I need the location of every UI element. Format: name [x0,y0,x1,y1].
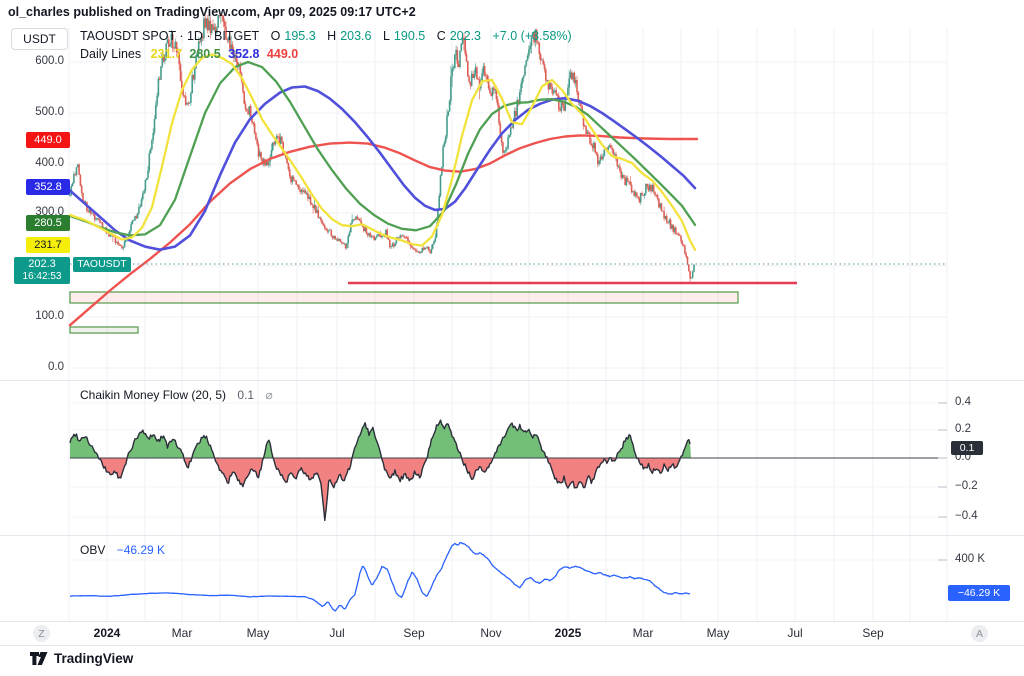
time-axis-label: Sep [403,626,425,640]
ma-red-449 [68,134,699,327]
obv-line [69,541,691,612]
price-gridlines [70,61,947,561]
daily-line-yellow-value: 231.7 [150,47,182,61]
cmf-pane-header: Chaikin Money Flow (20, 5) 0.1 ⌀ [80,388,273,402]
daily-line-green-value: 280.5 [189,47,221,61]
currency-button[interactable]: USDT [11,28,68,50]
ma-yellow-231 [68,53,697,251]
time-range-marker[interactable]: Z [33,625,50,642]
indicator-axis-label: 0.2 [955,423,971,435]
obv-current-value: −46.29 K [116,543,166,557]
time-axis-label: Mar [632,626,654,640]
price-tick-label: 0.0 [48,361,64,373]
time-axis-label: Sep [862,626,884,640]
time-axis-label: Mar [171,626,193,640]
ohlc-close: C 202.3 [436,29,481,43]
time-axis-label: May [706,626,730,640]
price-badge: 449.0 [26,132,70,148]
scale-hidden-icon: ⌀ [265,388,273,402]
tradingview-logo-icon [30,652,48,665]
symbol-price-tag: TAOUSDT [73,257,131,272]
time-axis-label: Nov [480,626,502,640]
indicator-axis-label: −0.2 [955,480,978,492]
price-tick-label: 100.0 [35,310,64,322]
time-axis-label: Jul [787,626,803,640]
obv-label: OBV [80,543,106,557]
tradingview-logo-text: TradingView [54,651,134,666]
price-badge: 352.8 [26,179,70,195]
daily-line-red-value: 449.0 [266,47,299,61]
pane-dividers [0,380,1024,646]
time-axis-label: May [246,626,270,640]
countdown-timer: 16:42:53 [22,271,62,283]
indicator-axis-label: −0.4 [955,510,978,522]
daily-lines-legend: Daily Lines 231.7 280.5 352.8 449.0 [80,47,302,61]
current-price-value: 202.3 [28,258,56,271]
candlesticks [69,14,695,282]
price-tick-label: 600.0 [35,55,64,67]
price-tick-label: 500.0 [35,106,64,118]
time-axis-label: 2024 [93,626,121,640]
time-axis-label: 2025 [554,626,582,640]
ma-blue-352 [68,85,697,251]
current-price-badge: 202.3 16:42:53 [14,257,70,284]
support-zones [69,281,797,334]
daily-lines-label: Daily Lines [80,47,142,61]
cmf-area [69,419,947,522]
price-badge: 280.5 [26,215,70,231]
obv-value-badge: −46.29 K [948,585,1010,601]
attribution-line: ol_charles published on TradingView.com,… [8,5,416,19]
tradingview-logo[interactable]: TradingView [30,650,133,667]
ohlc-low: L 190.5 [382,29,426,43]
obv-pane-header: OBV −46.29 K [80,543,165,557]
price-badge: 231.7 [26,237,70,253]
ohlc-high: H 203.6 [327,29,372,43]
daily-line-blue-value: 352.8 [228,47,260,61]
time-axis-label: Jul [329,626,345,640]
ma-green-280 [68,60,697,237]
cmf-current-value: 0.1 [237,388,255,402]
ohlc-change: +7.0 (+3.58%) [492,29,572,43]
ohlc-open: O 195.3 [270,29,316,43]
indicator-axis-label: 0.4 [955,396,971,408]
moving-averages [68,53,699,327]
price-tick-label: 400.0 [35,157,64,169]
right-axis-ticks [938,402,947,561]
indicator-axis-label: 400 K [955,553,986,565]
symbol-legend: TAOUSDT SPOT · 1D · BITGET O 195.3 H 203.6… [80,29,576,43]
time-range-marker[interactable]: A [971,625,988,642]
cmf-value-badge: 0.1 [951,441,983,455]
symbol-title: TAOUSDT SPOT · 1D · BITGET [80,29,260,43]
cmf-label: Chaikin Money Flow (20, 5) [80,388,227,402]
month-gridlines [68,28,948,621]
